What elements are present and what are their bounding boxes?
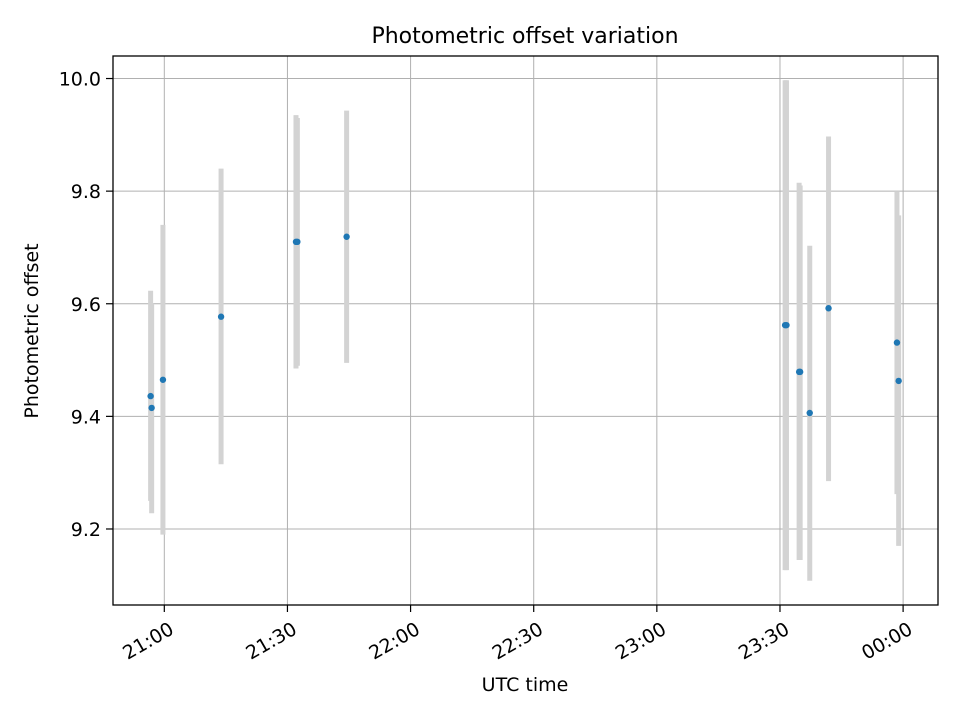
data-points	[147, 233, 902, 417]
chart-title: Photometric offset variation	[371, 24, 678, 49]
data-point	[147, 392, 154, 400]
data-point	[893, 339, 901, 346]
x-axis-label: UTC time	[482, 674, 569, 696]
y-tick-label: 9.2	[71, 519, 101, 541]
data-point	[217, 313, 225, 320]
data-point	[159, 376, 167, 383]
data-point	[294, 238, 301, 246]
y-axis-ticks: 9.2 9.4 9.6 9.8 10.0	[59, 69, 113, 541]
y-tick-label: 9.6	[71, 294, 101, 316]
plot-area	[113, 56, 938, 605]
data-point	[796, 368, 804, 376]
data-point	[783, 321, 790, 329]
y-tick-label: 9.8	[71, 181, 101, 203]
plot-frame	[112, 55, 939, 606]
data-point	[148, 404, 155, 412]
y-tick-label: 9.4	[71, 406, 101, 428]
y-tick-label: 10.0	[59, 69, 101, 91]
data-point	[825, 305, 832, 312]
data-point	[343, 233, 350, 240]
data-point	[806, 409, 813, 417]
y-axis-label: Photometric offset	[21, 243, 43, 418]
data-point	[895, 377, 902, 385]
